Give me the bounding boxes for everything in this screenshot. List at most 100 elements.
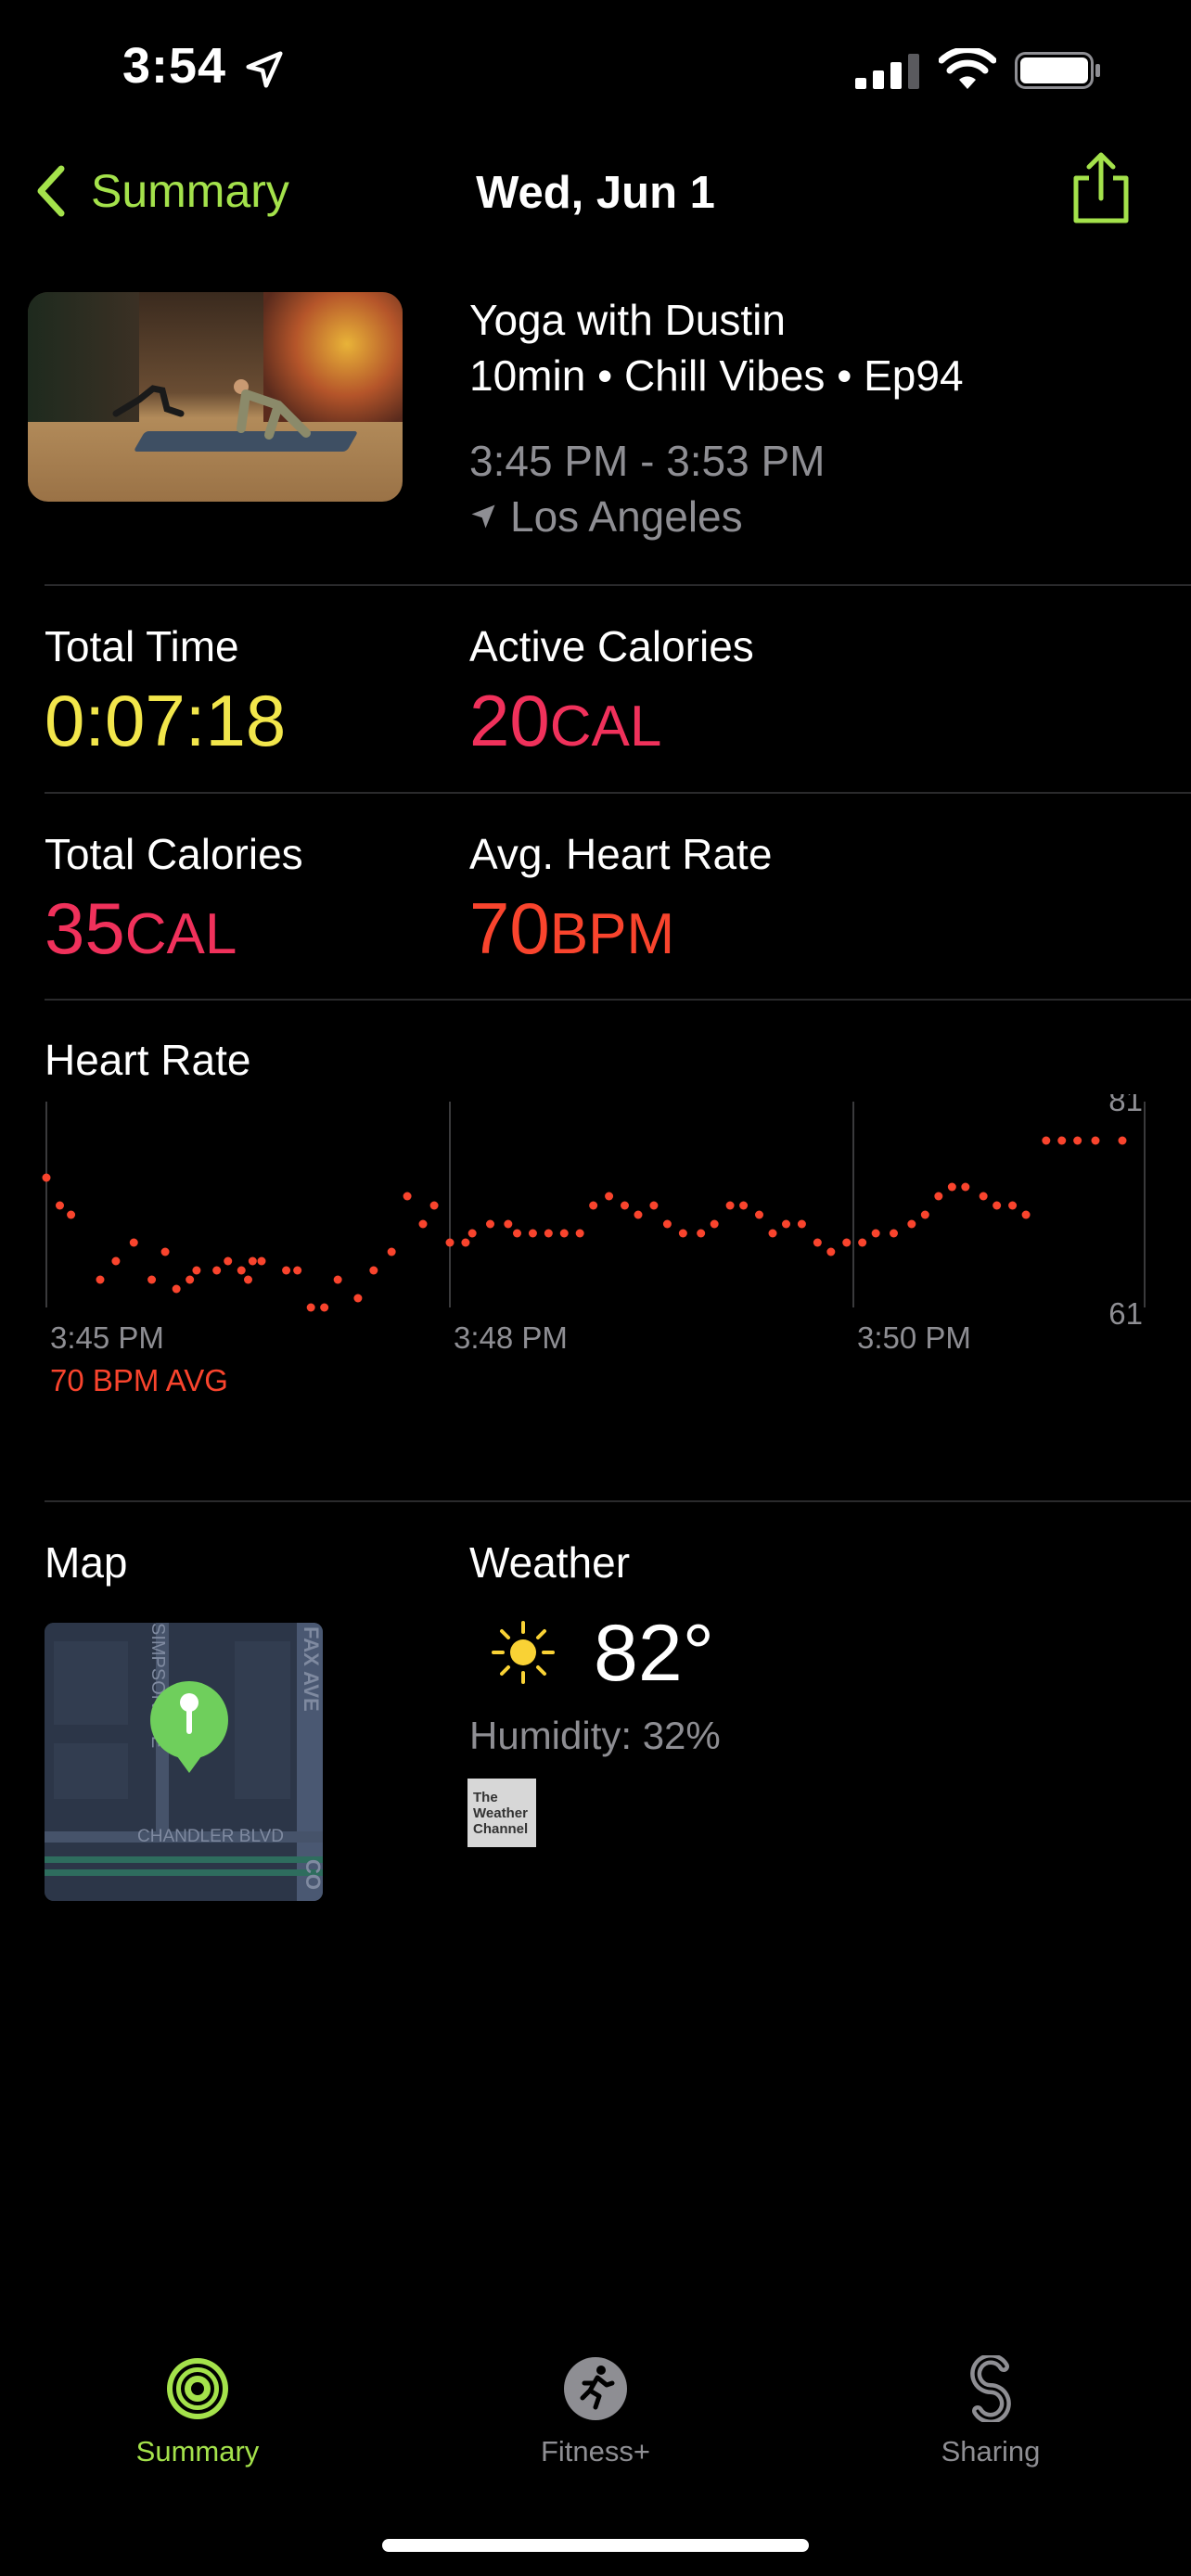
divider [45, 1500, 1191, 1502]
heart-rate-point [42, 1173, 51, 1182]
heart-rate-point [920, 1210, 929, 1219]
heart-rate-point [813, 1238, 822, 1247]
heart-rate-point [1042, 1136, 1051, 1145]
heart-rate-point [467, 1229, 477, 1238]
heart-rate-point [725, 1201, 735, 1210]
heart-rate-point [890, 1229, 898, 1238]
heart-rate-point [147, 1275, 157, 1284]
heart-rate-point [160, 1247, 170, 1256]
map-label: Map [45, 1538, 128, 1587]
page-title: Wed, Jun 1 [476, 168, 715, 218]
metric-total-time: Total Time 0:07:18 [45, 621, 286, 757]
metric-label: Active Calories [469, 622, 754, 670]
workout-location: Los Angeles [469, 491, 743, 542]
x-tick-label: 3:50 PM [857, 1320, 971, 1355]
running-figure-icon [564, 2357, 627, 2420]
metric-value: 70BPM [469, 887, 675, 969]
metric-label: Total Calories [45, 830, 303, 878]
divider [45, 792, 1191, 794]
humidity: Humidity: 32% [469, 1714, 721, 1757]
workout-thumbnail[interactable] [28, 292, 403, 502]
heart-rate-point [782, 1219, 790, 1229]
y-tick-label: 61 [1108, 1296, 1143, 1331]
heart-rate-point [248, 1256, 257, 1266]
heart-rate-point [369, 1266, 378, 1275]
heart-rate-point [871, 1229, 880, 1238]
metric-label: Avg. Heart Rate [469, 830, 773, 878]
tab-sharing[interactable]: Sharing [889, 2355, 1093, 2468]
cellular-signal-icon [855, 54, 919, 89]
heart-rate-point [826, 1247, 836, 1256]
heart-rate-point [257, 1256, 266, 1266]
heart-rate-point [192, 1266, 201, 1275]
back-label: Summary [91, 165, 289, 217]
heart-rate-point [621, 1201, 629, 1210]
heart-rate-point [1057, 1136, 1067, 1145]
heart-rate-point [186, 1275, 195, 1284]
metric-total-calories: Total Calories 35CAL [45, 829, 303, 964]
heart-rate-point [333, 1275, 342, 1284]
heart-rate-point [418, 1219, 428, 1229]
svg-text:FAX AVE: FAX AVE [300, 1626, 323, 1712]
heart-rate-point [697, 1229, 706, 1238]
heart-rate-point [589, 1201, 598, 1210]
tab-label: Fitness+ [540, 2435, 651, 2468]
heart-rate-point [947, 1182, 956, 1192]
tab-label: Sharing [941, 2435, 1041, 2468]
battery-icon [1015, 52, 1100, 89]
heart-rate-point [67, 1210, 76, 1219]
heart-rate-point [172, 1284, 181, 1294]
metric-value: 35CAL [45, 887, 237, 969]
heart-rate-point [961, 1182, 970, 1192]
metric-label: Total Time [45, 622, 239, 670]
heart-rate-point [403, 1192, 412, 1201]
temperature: 82° [594, 1609, 715, 1698]
heart-rate-point [1091, 1136, 1100, 1145]
location-arrow-icon [246, 51, 283, 88]
heart-rate-point [244, 1275, 252, 1284]
heart-rate-point [678, 1229, 687, 1238]
heart-rate-point [858, 1238, 867, 1247]
heart-rate-point [768, 1229, 777, 1238]
heart-rate-point [710, 1219, 719, 1229]
tab-summary[interactable]: Summary [96, 2355, 300, 2468]
heart-rate-point [1118, 1136, 1127, 1145]
heart-rate-point [979, 1192, 988, 1201]
heart-rate-point [1021, 1210, 1031, 1219]
heart-rate-point [306, 1303, 315, 1312]
heart-rate-point [842, 1238, 852, 1247]
heart-rate-point [504, 1219, 513, 1229]
heart-rate-point [634, 1210, 643, 1219]
tab-fitness-plus[interactable]: Fitness+ [493, 2355, 698, 2468]
heart-rate-point [513, 1229, 521, 1238]
metric-active-calories: Active Calories 20CAL [469, 621, 754, 757]
heart-rate-point [111, 1256, 121, 1266]
heart-rate-avg: 70 BPM AVG [50, 1363, 228, 1397]
back-button[interactable]: Summary [33, 163, 289, 219]
heart-rate-point [353, 1294, 363, 1303]
map-thumbnail[interactable]: CHANDLER BLVD FAX AVE SIMPSON AVE CO [45, 1623, 323, 1901]
heart-rate-point [320, 1303, 329, 1312]
weather-channel-logo: The Weather Channel [467, 1779, 536, 1847]
heart-rate-point [544, 1229, 553, 1238]
heart-rate-chart[interactable]: 81 61 [37, 1094, 1159, 1335]
tab-label: Summary [135, 2435, 260, 2468]
heart-rate-point [605, 1192, 614, 1201]
x-tick-label: 3:48 PM [454, 1320, 568, 1355]
workout-time-range: 3:45 PM - 3:53 PM [469, 437, 826, 485]
metric-avg-heart-rate: Avg. Heart Rate 70BPM [469, 829, 772, 964]
wifi-icon [939, 48, 996, 89]
sun-icon [492, 1621, 555, 1684]
workout-subtitle: 10min • Chill Vibes • Ep94 [469, 351, 964, 400]
share-icon[interactable] [1069, 152, 1133, 224]
heart-rate-point [934, 1192, 943, 1201]
heart-rate-point [1073, 1136, 1082, 1145]
heart-rate-point [224, 1256, 233, 1266]
heart-rate-point [445, 1238, 455, 1247]
home-indicator[interactable] [382, 2539, 809, 2552]
weather-label: Weather [469, 1538, 631, 1587]
heart-rate-point [797, 1219, 806, 1229]
activity-rings-icon [167, 2358, 228, 2419]
svg-text:CHANDLER BLVD: CHANDLER BLVD [137, 1827, 284, 1846]
heart-rate-point [56, 1201, 64, 1210]
